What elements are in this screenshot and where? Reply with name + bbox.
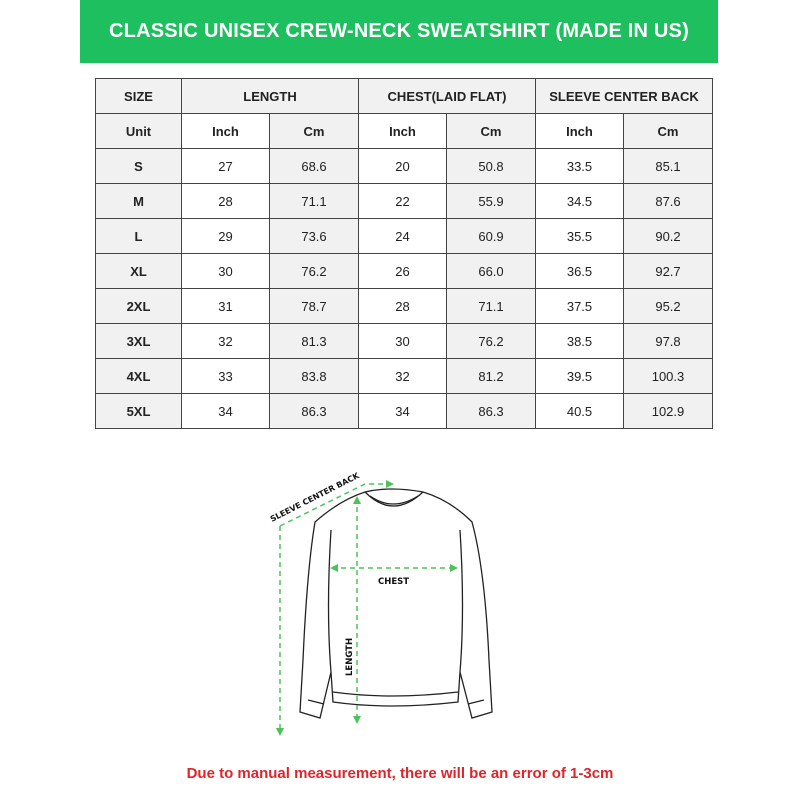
measurement-cell: 55.9 (446, 183, 536, 219)
measurement-cell: 76.2 (269, 253, 359, 289)
size-cell: 2XL (95, 288, 182, 324)
table-row: 2XL 31 78.7 28 71.1 37.5 95.2 (95, 288, 713, 324)
measurement-cell: 85.1 (623, 148, 713, 184)
measurement-cell: 97.8 (623, 323, 713, 359)
measurement-cell: 27 (181, 148, 270, 184)
header-row: SIZE LENGTH CHEST(LAID FLAT) SLEEVE CENTER … (95, 78, 713, 114)
unit-header: Cm (446, 113, 536, 149)
size-cell: XL (95, 253, 182, 289)
sweatshirt-outline (299, 488, 493, 719)
measurement-cell: 76.2 (446, 323, 536, 359)
measurement-cell: 36.5 (535, 253, 624, 289)
measurement-cell: 38.5 (535, 323, 624, 359)
measurement-cell: 90.2 (623, 218, 713, 254)
measurement-cell: 35.5 (535, 218, 624, 254)
measurement-cell: 86.3 (269, 393, 359, 429)
table-row: L 29 73.6 24 60.9 35.5 90.2 (95, 218, 713, 254)
measurement-cell: 34.5 (535, 183, 624, 219)
table-row: 5XL 34 86.3 34 86.3 40.5 102.9 (95, 393, 713, 429)
unit-header: Inch (181, 113, 270, 149)
chest-label: CHEST (378, 577, 409, 587)
measurement-cell: 32 (358, 358, 447, 394)
column-group-header: LENGTH (181, 78, 359, 114)
unit-header: Inch (535, 113, 624, 149)
sweatshirt-diagram: SLEEVE CENTER BACK CHEST LENGTH (269, 471, 493, 736)
measurement-cell: 30 (358, 323, 447, 359)
column-group-header: SLEEVE CENTER BACK (535, 78, 713, 114)
measurement-cell: 22 (358, 183, 447, 219)
size-cell: 3XL (95, 323, 182, 359)
unit-header: Inch (358, 113, 447, 149)
measurement-cell: 50.8 (446, 148, 536, 184)
size-cell: S (95, 148, 182, 184)
measurement-cell: 71.1 (446, 288, 536, 324)
measurement-cell: 33 (181, 358, 270, 394)
measurement-cell: 40.5 (535, 393, 624, 429)
measurement-cell: 60.9 (446, 218, 536, 254)
column-group-header: CHEST(LAID FLAT) (358, 78, 536, 114)
size-cell: 4XL (95, 358, 182, 394)
measurement-cell: 32 (181, 323, 270, 359)
sleeve-label: SLEEVE CENTER BACK (269, 471, 362, 524)
measure-lines (279, 483, 456, 732)
table-row: 4XL 33 83.8 32 81.2 39.5 100.3 (95, 358, 713, 394)
measurement-cell: 34 (358, 393, 447, 429)
unit-header: Unit (95, 113, 182, 149)
table-row: S 27 68.6 20 50.8 33.5 85.1 (95, 148, 713, 184)
unit-header: Cm (623, 113, 713, 149)
measurement-cell: 102.9 (623, 393, 713, 429)
size-cell: L (95, 218, 182, 254)
measurement-cell: 34 (181, 393, 270, 429)
measurement-cell: 39.5 (535, 358, 624, 394)
measurement-cell: 66.0 (446, 253, 536, 289)
measurement-cell: 20 (358, 148, 447, 184)
measurement-cell: 81.2 (446, 358, 536, 394)
unit-header: Cm (269, 113, 359, 149)
length-label: LENGTH (345, 638, 355, 676)
table-row: M 28 71.1 22 55.9 34.5 87.6 (95, 183, 713, 219)
size-cell: M (95, 183, 182, 219)
measure-arrows (276, 480, 458, 736)
measurement-cell: 33.5 (535, 148, 624, 184)
measurement-cell: 92.7 (623, 253, 713, 289)
title-banner: CLASSIC UNISEX CREW-NECK SWEATSHIRT (MAD… (80, 0, 718, 63)
measurement-cell: 68.6 (269, 148, 359, 184)
measurement-cell: 78.7 (269, 288, 359, 324)
measurement-cell: 30 (181, 253, 270, 289)
size-chart-table: SIZE LENGTH CHEST(LAID FLAT) SLEEVE CENTER … (95, 78, 713, 429)
measurement-cell: 29 (181, 218, 270, 254)
table-row: XL 30 76.2 26 66.0 36.5 92.7 (95, 253, 713, 289)
measurement-cell: 28 (181, 183, 270, 219)
measurement-cell: 81.3 (269, 323, 359, 359)
measurement-cell: 71.1 (269, 183, 359, 219)
measurement-cell: 26 (358, 253, 447, 289)
size-cell: 5XL (95, 393, 182, 429)
measurement-cell: 37.5 (535, 288, 624, 324)
measurement-cell: 87.6 (623, 183, 713, 219)
measurement-cell: 83.8 (269, 358, 359, 394)
column-group-header: SIZE (95, 78, 182, 114)
measurement-cell: 95.2 (623, 288, 713, 324)
measurement-cell: 73.6 (269, 218, 359, 254)
measurement-cell: 31 (181, 288, 270, 324)
measurement-cell: 24 (358, 218, 447, 254)
measurement-cell: 86.3 (446, 393, 536, 429)
measurement-cell: 100.3 (623, 358, 713, 394)
unit-row: Unit Inch Cm Inch Cm Inch Cm (95, 113, 713, 149)
measurement-cell: 28 (358, 288, 447, 324)
table-row: 3XL 32 81.3 30 76.2 38.5 97.8 (95, 323, 713, 359)
measurement-note: Due to manual measurement, there will be… (186, 765, 614, 782)
